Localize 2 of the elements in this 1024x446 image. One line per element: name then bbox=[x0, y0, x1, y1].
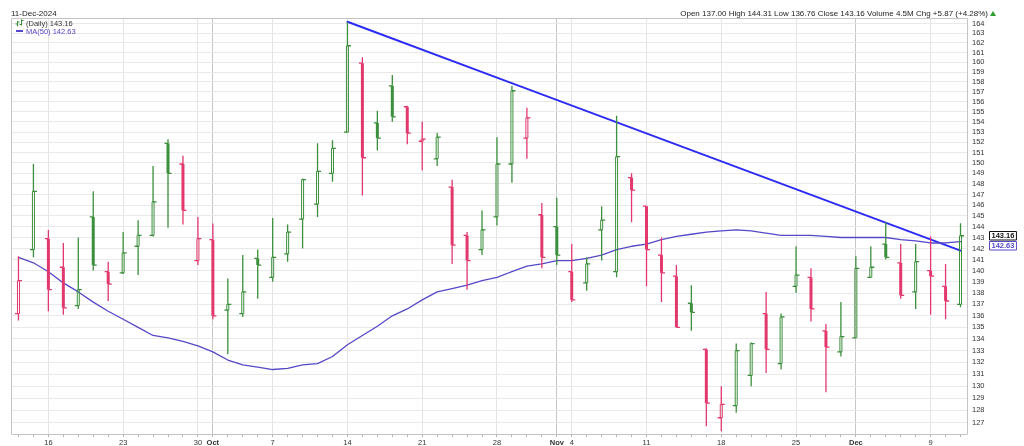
text: Open 137.00 High 144.31 Low 136.76 Close 143.16 Volume 4.5M Chg +5.87 (+4.28%) bbox=[680, 8, 989, 18]
chart-subtitle: 11-Dec-2024 bbox=[11, 8, 58, 18]
